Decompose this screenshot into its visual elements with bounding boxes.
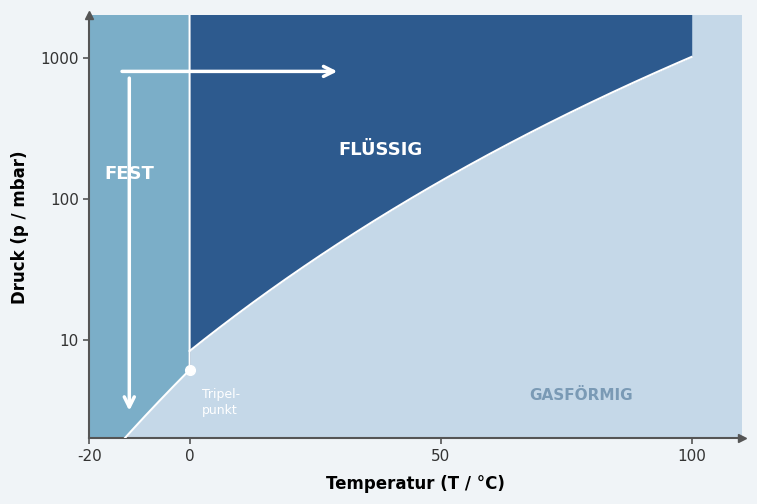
Text: GASFÖRMIG: GASFÖRMIG [529, 389, 633, 403]
Polygon shape [189, 0, 692, 370]
Polygon shape [89, 0, 189, 504]
Text: FEST: FEST [104, 165, 154, 183]
Text: FLÜSSIG: FLÜSSIG [338, 142, 422, 159]
X-axis label: Temperatur (T / °C): Temperatur (T / °C) [326, 475, 505, 493]
Text: Tripel-
punkt: Tripel- punkt [202, 388, 240, 417]
Y-axis label: Druck (p / mbar): Druck (p / mbar) [11, 150, 29, 303]
